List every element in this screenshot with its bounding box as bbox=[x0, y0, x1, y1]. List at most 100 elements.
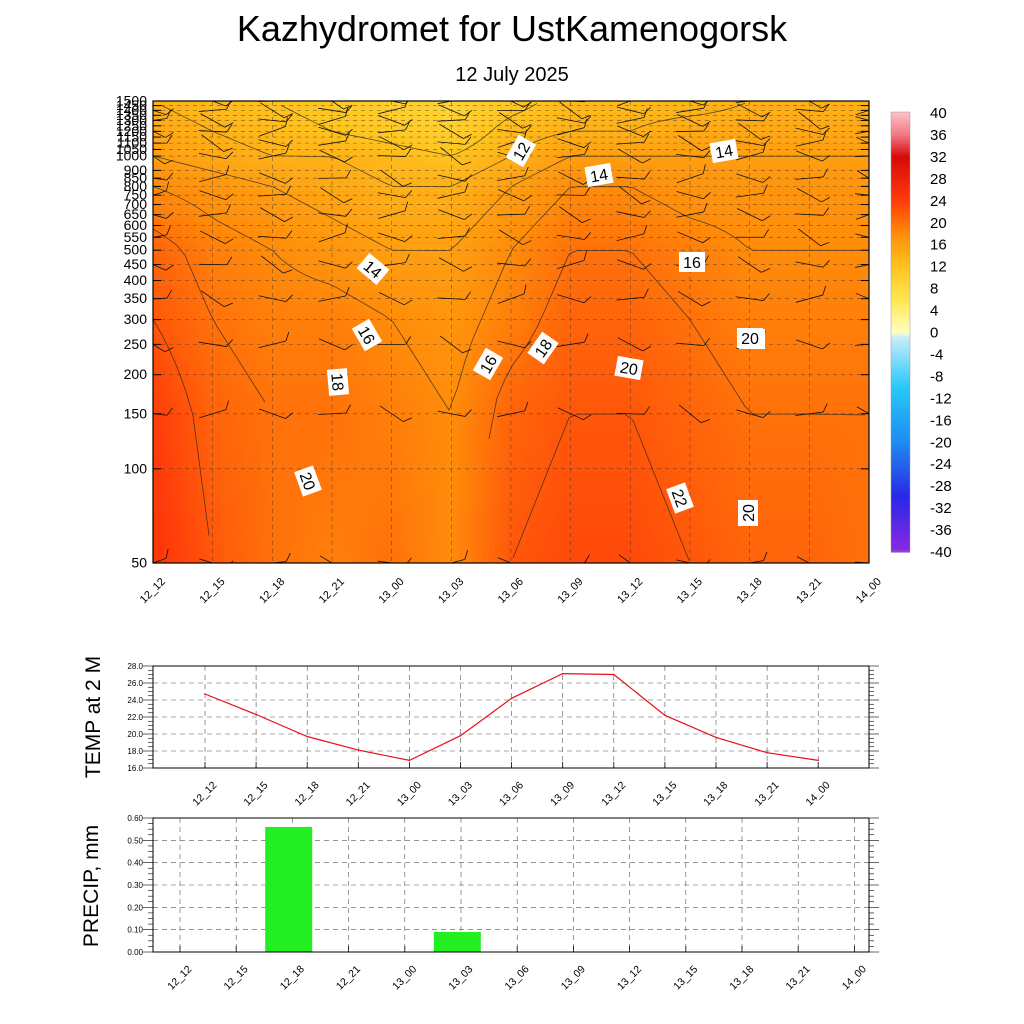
temperature-cell bbox=[309, 341, 316, 348]
temperature-cell bbox=[573, 137, 580, 144]
temperature-cell bbox=[171, 299, 178, 306]
temperature-cell bbox=[519, 251, 526, 258]
temperature-cell bbox=[363, 191, 370, 198]
temperature-cell bbox=[615, 239, 622, 246]
temperature-cell bbox=[675, 287, 682, 294]
temperature-cell bbox=[495, 257, 502, 264]
temperature-cell bbox=[801, 239, 808, 246]
temperature-cell bbox=[645, 335, 652, 342]
temperature-cell bbox=[489, 113, 496, 120]
temperature-cell bbox=[867, 251, 869, 258]
temperature-cell bbox=[585, 119, 592, 126]
temperature-cell bbox=[495, 275, 502, 282]
temperature-cell bbox=[321, 251, 328, 258]
temperature-cell bbox=[591, 323, 598, 330]
temperature-cell bbox=[339, 251, 346, 258]
temperature-cell bbox=[315, 275, 322, 282]
temperature-cell bbox=[429, 161, 436, 168]
temperature-cell bbox=[339, 107, 346, 114]
temperature-cell bbox=[351, 281, 358, 288]
temperature-cell bbox=[711, 269, 718, 276]
temperature-cell bbox=[213, 155, 220, 162]
temperature-cell bbox=[639, 311, 646, 318]
temperature-cell bbox=[291, 203, 298, 210]
temperature-cell bbox=[771, 227, 778, 234]
temperature-cell bbox=[717, 107, 724, 114]
temperature-cell bbox=[465, 209, 472, 216]
temperature-cell bbox=[777, 281, 784, 288]
temperature-cell bbox=[567, 239, 574, 246]
temperature-cell bbox=[255, 203, 262, 210]
temperature-cell bbox=[423, 185, 430, 192]
temperature-cell bbox=[303, 329, 310, 336]
temperature-cell bbox=[225, 197, 232, 204]
temperature-cell bbox=[321, 101, 328, 108]
temperature-cell bbox=[849, 185, 856, 192]
temperature-cell bbox=[687, 329, 694, 336]
temperature-cell bbox=[639, 227, 646, 234]
temperature-cell bbox=[651, 167, 658, 174]
temperature-cell bbox=[753, 125, 760, 132]
temperature-cell bbox=[777, 125, 784, 132]
temperature-cell bbox=[849, 317, 856, 324]
temperature-cell bbox=[297, 311, 304, 318]
temperature-cell bbox=[789, 263, 796, 270]
temperature-cell bbox=[531, 275, 538, 282]
temperature-cell bbox=[777, 185, 784, 192]
temperature-cell bbox=[657, 215, 664, 222]
temperature-cell bbox=[219, 185, 226, 192]
temperature-cell bbox=[291, 239, 298, 246]
temperature-cell bbox=[711, 173, 718, 180]
temperature-cell bbox=[783, 221, 790, 228]
temperature-cell bbox=[507, 203, 514, 210]
temperature-cell bbox=[549, 173, 556, 180]
temperature-cell bbox=[609, 191, 616, 198]
temperature-cell bbox=[219, 347, 226, 354]
temperature-cell bbox=[567, 299, 574, 306]
temperature-cell bbox=[441, 323, 448, 330]
temperature-cell bbox=[309, 125, 316, 132]
temperature-cell bbox=[807, 323, 814, 330]
temperature-cell bbox=[741, 323, 748, 330]
temperature-cell bbox=[555, 191, 562, 198]
temperature-cell bbox=[555, 149, 562, 156]
temperature-cell bbox=[225, 239, 232, 246]
temperature-cell bbox=[711, 119, 718, 126]
temperature-cell bbox=[735, 245, 742, 252]
temperature-cell bbox=[525, 131, 532, 138]
temperature-cell bbox=[159, 185, 166, 192]
temperature-cell bbox=[441, 149, 448, 156]
temperature-cell bbox=[645, 107, 652, 114]
temperature-cell bbox=[369, 161, 376, 168]
temperature-cell bbox=[219, 275, 226, 282]
temperature-cell bbox=[567, 329, 574, 336]
temperature-cell bbox=[261, 173, 268, 180]
temperature-cell bbox=[453, 287, 460, 294]
temperature-cell bbox=[339, 101, 346, 108]
temperature-cell bbox=[777, 209, 784, 216]
temperature-cell bbox=[249, 101, 256, 108]
temperature-cell bbox=[555, 317, 562, 324]
temperature-cell bbox=[603, 329, 610, 336]
temperature-cell bbox=[411, 107, 418, 114]
temperature-cell bbox=[303, 155, 310, 162]
temperature-cell bbox=[381, 239, 388, 246]
temperature-cell bbox=[531, 137, 538, 144]
temperature-cell bbox=[795, 221, 802, 228]
temperature-cell bbox=[861, 305, 868, 312]
temperature-cell bbox=[663, 113, 670, 120]
temperature-cell bbox=[783, 323, 790, 330]
temperature-cell bbox=[669, 113, 676, 120]
temperature-cell bbox=[273, 245, 280, 252]
temperature-cell bbox=[423, 131, 430, 138]
temperature-cell bbox=[189, 131, 196, 138]
temperature-cell bbox=[675, 251, 682, 258]
temperature-cell bbox=[783, 263, 790, 270]
temperature-cell bbox=[633, 149, 640, 156]
temperature-cell bbox=[579, 197, 586, 204]
temperature-cell bbox=[153, 245, 160, 252]
temperature-cell bbox=[507, 101, 514, 108]
temperature-cell bbox=[411, 215, 418, 222]
temperature-cell bbox=[597, 149, 604, 156]
temperature-cell bbox=[549, 137, 556, 144]
